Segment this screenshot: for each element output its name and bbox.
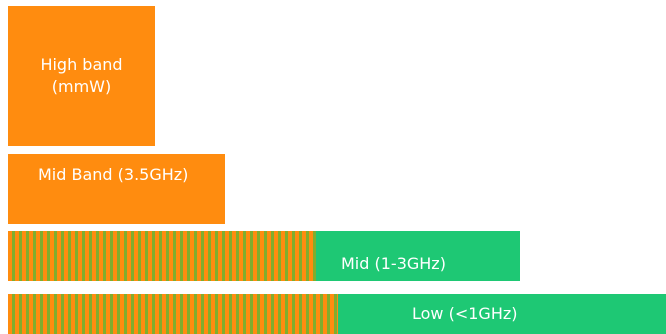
mid-1-3ghz-label: Mid (1-3GHz) [341, 254, 446, 273]
low-overlap-stripes [8, 294, 338, 334]
mid-1-3ghz-block: Mid (1-3GHz) [8, 231, 520, 281]
high-band-label-line1: High band [40, 55, 123, 74]
mid-band-label: Mid Band (3.5GHz) [38, 165, 189, 184]
mid-overlap-stripes [8, 231, 316, 281]
high-band-block: High band (mmW) [8, 6, 155, 146]
low-band-block: Low (<1GHz) [8, 294, 666, 334]
mid-band-3-5ghz-block: Mid Band (3.5GHz) [8, 154, 225, 224]
low-band-label: Low (<1GHz) [412, 304, 518, 323]
high-band-label-line2: (mmW) [51, 77, 112, 96]
